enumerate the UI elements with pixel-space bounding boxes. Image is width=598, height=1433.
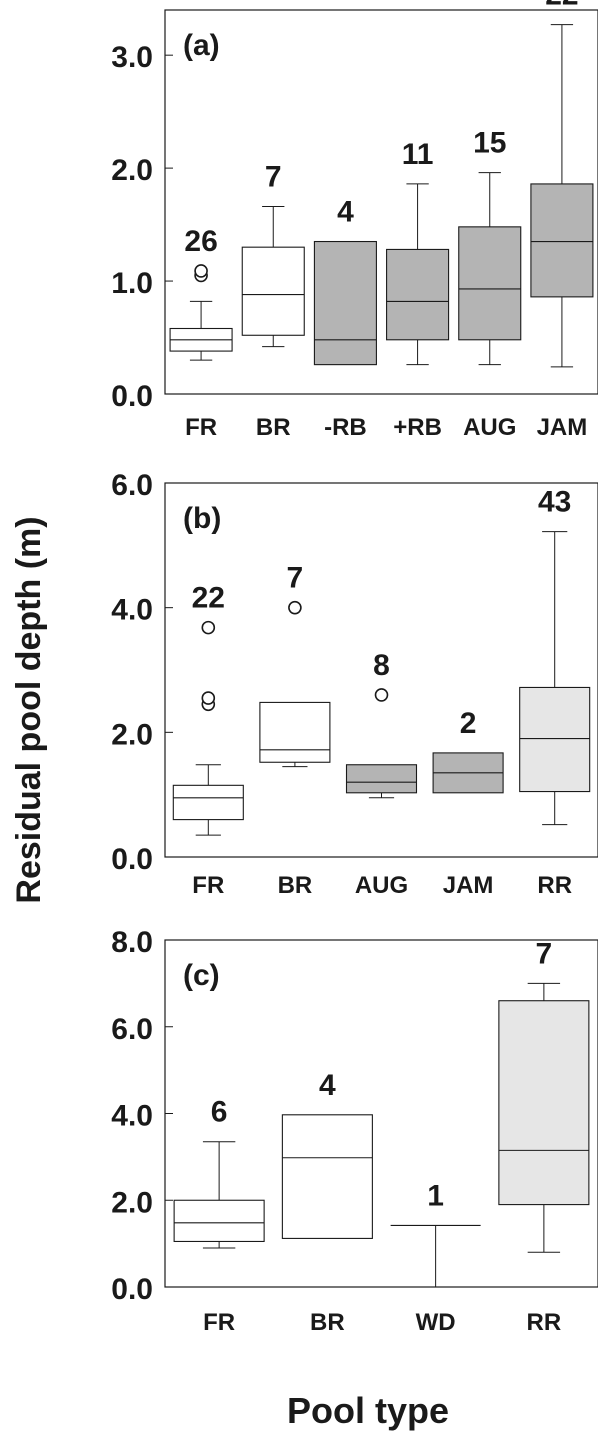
category-label: FR — [185, 414, 217, 441]
box-jam: 2 — [432, 707, 504, 794]
box-rb: 11 — [386, 138, 450, 366]
outlier-point — [201, 691, 216, 705]
sample-size-label: 15 — [473, 127, 506, 160]
category-label: FR — [203, 1309, 235, 1336]
category-label: +RB — [393, 414, 442, 441]
category-label: RR — [537, 872, 572, 899]
panel-label: (a) — [183, 29, 220, 62]
category-label: WD — [416, 1309, 456, 1336]
box-aug: 15 — [458, 127, 522, 366]
box-body — [519, 686, 591, 793]
sample-size-label: 4 — [319, 1069, 336, 1102]
category-label: -RB — [324, 414, 367, 441]
sample-size-label: 43 — [538, 486, 571, 519]
box-wd: 1 — [390, 1179, 481, 1287]
panel-2: (b) 0.0 2.0 4.0 6.0 22 FR 7 BR 8 AUG 2 JAM 43 RR — [111, 469, 598, 899]
y-tick-label: 4.0 — [111, 1100, 153, 1133]
panel-label: (b) — [183, 502, 221, 535]
box-fr: 26 — [169, 225, 233, 361]
box-br: 4 — [281, 1069, 373, 1239]
box-fr: 22 — [172, 582, 244, 836]
box-body — [458, 226, 522, 341]
panel-label: (c) — [183, 959, 220, 992]
box-body — [259, 701, 331, 763]
sample-size-label: 7 — [265, 161, 282, 194]
category-label: AUG — [463, 414, 516, 441]
y-tick-label: 0.0 — [111, 843, 153, 876]
category-label: BR — [278, 872, 313, 899]
sample-size-label: 26 — [184, 225, 217, 258]
box-body — [530, 183, 594, 298]
sample-size-label: 6 — [211, 1096, 228, 1129]
category-label: AUG — [355, 872, 408, 899]
y-tick-label: 3.0 — [111, 41, 153, 74]
box-body — [386, 248, 450, 341]
box-br: 7 — [241, 161, 305, 348]
sample-size-label: 1 — [427, 1179, 444, 1212]
y-tick-label: 0.0 — [111, 1273, 153, 1306]
y-tick-label: 6.0 — [111, 469, 153, 502]
box-jam: 22 — [530, 0, 594, 368]
sample-size-label: 4 — [337, 196, 354, 229]
y-axis-label: Residual pool depth (m) — [10, 516, 48, 903]
box-fr: 6 — [173, 1096, 265, 1249]
category-label: BR — [310, 1309, 345, 1336]
sample-size-label: 8 — [373, 649, 390, 682]
category-label: JAM — [537, 414, 588, 441]
category-label: RR — [527, 1309, 562, 1336]
panel-1: (a) 0.0 1.0 2.0 3.0 26 FR 7 BR 4 -RB 11 +RB 15 AUG 22 JA… — [111, 0, 598, 441]
outlier-point — [288, 600, 302, 615]
box-body — [173, 1199, 265, 1243]
sample-size-label: 22 — [192, 582, 225, 615]
sample-size-label: 2 — [460, 707, 477, 740]
x-axis-label: Pool type — [287, 1390, 449, 1431]
sample-size-label: 7 — [536, 937, 553, 970]
y-tick-label: 4.0 — [111, 594, 153, 627]
sample-size-label: 22 — [545, 0, 578, 12]
y-tick-label: 0.0 — [111, 380, 153, 413]
panel-3: (c) 0.0 2.0 4.0 6.0 8.0 6 FR 4 BR 1 WD 7 RR — [111, 926, 598, 1336]
category-label: FR — [192, 872, 224, 899]
outlier-point — [194, 264, 208, 278]
category-label: JAM — [443, 872, 494, 899]
box-body — [345, 764, 418, 794]
y-tick-label: 1.0 — [111, 267, 153, 300]
box-rr: 7 — [498, 937, 590, 1253]
sample-size-label: 11 — [402, 138, 434, 171]
y-tick-label: 2.0 — [111, 154, 153, 187]
plot-frame — [164, 9, 598, 395]
box-aug: 8 — [345, 649, 418, 799]
box-body — [498, 1000, 590, 1206]
panels: (a)0.01.02.03.026FR7BR4-RB11+RB15AUG22JA… — [111, 0, 598, 1336]
y-tick-label: 6.0 — [111, 1013, 153, 1046]
box-body — [172, 784, 244, 821]
box-body — [281, 1114, 373, 1239]
sample-size-label: 7 — [287, 562, 304, 595]
outlier-point — [374, 688, 389, 702]
y-tick-label: 2.0 — [111, 1186, 153, 1219]
box-br: 7 — [259, 562, 331, 768]
box-body — [241, 246, 305, 336]
plot-frame — [164, 482, 598, 858]
box-rb: 4 — [313, 196, 377, 366]
category-label: BR — [256, 414, 291, 441]
y-tick-label: 2.0 — [111, 718, 153, 751]
box-body — [313, 240, 377, 366]
outlier-point — [201, 620, 216, 635]
y-tick-label: 8.0 — [111, 926, 153, 959]
box-rr: 43 — [519, 486, 591, 826]
